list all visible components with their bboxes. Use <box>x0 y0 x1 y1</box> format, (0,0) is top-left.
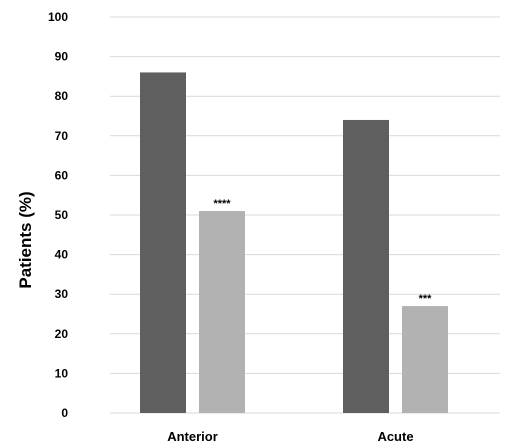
y-tick-label: 80 <box>55 89 69 103</box>
bars <box>140 72 448 414</box>
y-tick-label: 20 <box>55 327 69 341</box>
y-tick-label: 100 <box>48 10 68 24</box>
category-labels: Anterior Acute <box>167 429 413 444</box>
bar-acute-series-2 <box>402 306 448 413</box>
y-tick-label: 30 <box>55 287 69 301</box>
bar-anterior-series-2 <box>199 211 245 413</box>
category-label-anterior: Anterior <box>167 429 218 444</box>
significance-labels: ******* <box>213 198 432 305</box>
y-tick-label: 10 <box>55 366 69 380</box>
bar-acute-series-1 <box>343 119 389 414</box>
significance-label-acute: *** <box>419 293 433 305</box>
y-tick-label: 60 <box>55 168 69 182</box>
bar-anterior-series-1 <box>140 72 186 413</box>
y-axis-ticks: 0 10 20 30 40 50 60 70 80 90 100 <box>48 10 68 420</box>
y-tick-label: 70 <box>55 129 69 143</box>
y-tick-label: 90 <box>55 50 69 64</box>
y-tick-label: 40 <box>55 248 69 262</box>
y-tick-label: 0 <box>61 406 68 420</box>
y-axis-title: Patients (%) <box>16 191 35 288</box>
significance-label-anterior: **** <box>213 198 231 210</box>
category-label-acute: Acute <box>377 429 413 444</box>
y-tick-label: 50 <box>55 208 69 222</box>
